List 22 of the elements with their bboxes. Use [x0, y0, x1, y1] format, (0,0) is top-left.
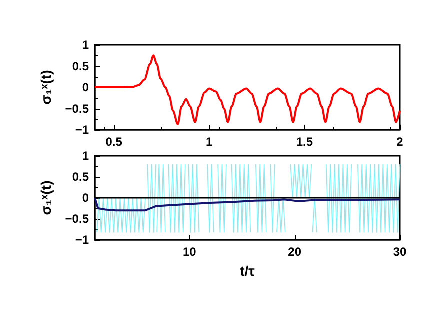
y-tick-label: 1: [82, 38, 90, 52]
line-series: [94, 54, 401, 126]
y-tick-label: 0: [82, 191, 90, 205]
x-tick-label: 1.5: [296, 135, 314, 149]
y-tick-label: −1: [75, 123, 90, 137]
y-tick-label: 0.5: [72, 170, 90, 184]
x-tick-label: 30: [393, 245, 407, 259]
x-axis-title: t/τ: [240, 263, 256, 279]
x-tick-label: 20: [288, 245, 302, 259]
y-axis-title: σ₁ˣ(t): [38, 180, 54, 216]
y-tick-label: 0.5: [72, 59, 90, 74]
y-tick-label: −1: [75, 233, 90, 247]
x-tick-label: 1: [206, 135, 214, 149]
line-series: [94, 197, 401, 212]
x-tick-label: 0.5: [106, 135, 123, 149]
y-tick-label: −0.5: [65, 102, 90, 116]
y-tick-label: −0.5: [65, 212, 90, 226]
x-tick-label: 2: [396, 135, 404, 149]
y-tick-label: 1: [82, 149, 90, 163]
x-tick-label: 10: [182, 245, 197, 259]
y-axis-title: σ₁ˣ(t): [38, 70, 54, 105]
y-tick-label: 0: [82, 80, 90, 94]
